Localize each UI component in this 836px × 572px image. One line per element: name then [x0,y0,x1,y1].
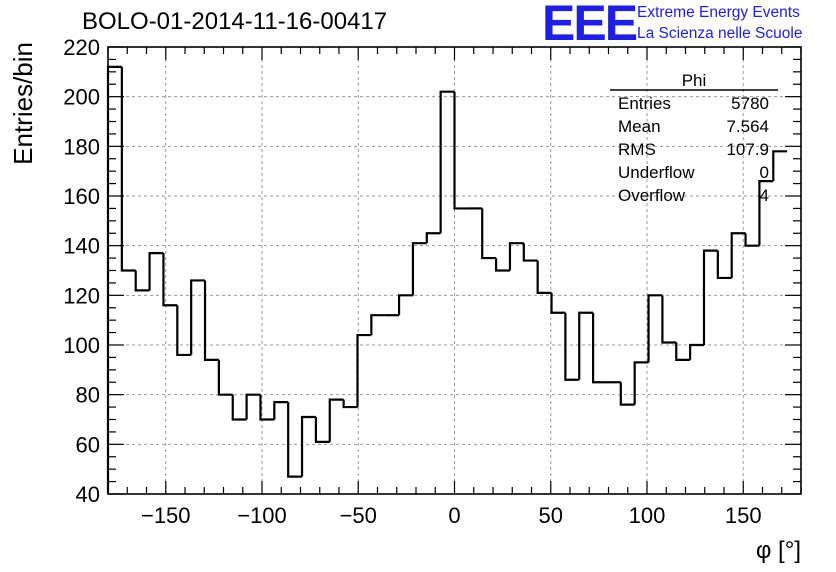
y-tick-label: 60 [76,432,100,457]
histogram-bin [494,258,510,272]
y-tick-label: 180 [63,134,100,159]
histogram-bin [370,314,386,336]
histogram-bin [578,311,594,380]
histogram-bin [536,260,552,294]
histogram-bin [592,312,607,384]
y-tick-label: 120 [63,283,100,308]
stats-box-title: Phi [681,71,707,90]
histogram-bin [106,65,122,494]
histogram-bin [190,279,206,355]
x-tick-label: 0 [448,503,460,528]
histogram-bin [148,252,164,291]
histogram-bin [772,150,788,182]
histogram-bin [744,233,760,247]
x-tick-label: 150 [725,503,762,528]
histogram-bin [439,90,455,234]
stat-label-mean: Mean [618,117,661,136]
histogram-bin [647,294,663,363]
histogram-bin [162,253,178,307]
stat-value-rms: 107.9 [726,140,769,159]
histogram-bin [758,180,774,246]
histogram-bin [453,91,469,210]
histogram-bin [245,393,261,420]
y-tick-label: 140 [63,234,100,259]
histogram-bin [176,305,192,357]
histogram-bin [231,394,247,421]
histogram-bin [661,295,677,344]
histogram-bin [203,280,219,361]
histogram-bin [273,401,289,420]
histogram-bin [675,342,691,361]
stat-label-entries: Entries [618,94,671,113]
x-tick-label: 50 [539,503,563,528]
histogram-bin [508,242,524,271]
histogram-bin [120,66,136,272]
histogram-bin [259,394,275,421]
stat-value-entries: 5780 [731,94,769,113]
histogram-bin [564,312,580,381]
stat-label-rms: RMS [618,140,656,159]
histogram-bin [633,361,649,405]
y-tick-label: 220 [63,35,100,60]
histogram-bin [411,242,427,296]
chart-title: BOLO-01-2014-11-16-00417 [82,8,388,35]
histogram-bin [481,208,497,260]
x-axis-label: φ [°] [756,537,801,564]
eee-logo: EEE [542,0,638,51]
histogram-bin [300,415,316,477]
stat-value-mean: 7.564 [726,117,769,136]
y-tick-label: 100 [63,333,100,358]
stat-label-underflow: Underflow [618,163,695,182]
histogram-bin [397,294,413,316]
histogram-bin [716,250,732,280]
x-tick-label: 100 [629,503,666,528]
histogram-bin [217,359,233,396]
x-tick-label: −150 [141,503,191,528]
y-tick-label: 40 [76,482,100,507]
stat-value-overflow: 4 [759,186,769,205]
histogram-bin [702,249,718,345]
histogram-bin [134,270,150,292]
y-tick-label: 200 [63,85,100,110]
logo-line-2: La Scienza nelle Scuole [637,25,803,42]
logo-line-1: Extreme Energy Events [637,4,800,21]
histogram-bin [619,382,635,406]
y-axis-label: Entries/bin [8,42,38,165]
x-tick-label: −50 [340,503,377,528]
stat-label-overflow: Overflow [618,186,686,205]
histogram-bin [425,232,441,244]
histogram-bin [689,343,704,360]
stat-value-underflow: 0 [759,163,769,182]
y-tick-label: 80 [76,383,100,408]
histogram-bin [328,398,344,442]
histogram-bin [314,417,330,443]
y-tick-label: 160 [63,184,100,209]
x-tick-label: −100 [237,503,287,528]
histogram-bin [356,333,372,408]
histogram-bin [342,399,358,409]
histogram-bin [730,232,746,278]
histogram-bin [522,243,538,262]
histogram-bin [550,292,566,314]
histogram-bin [287,402,303,478]
